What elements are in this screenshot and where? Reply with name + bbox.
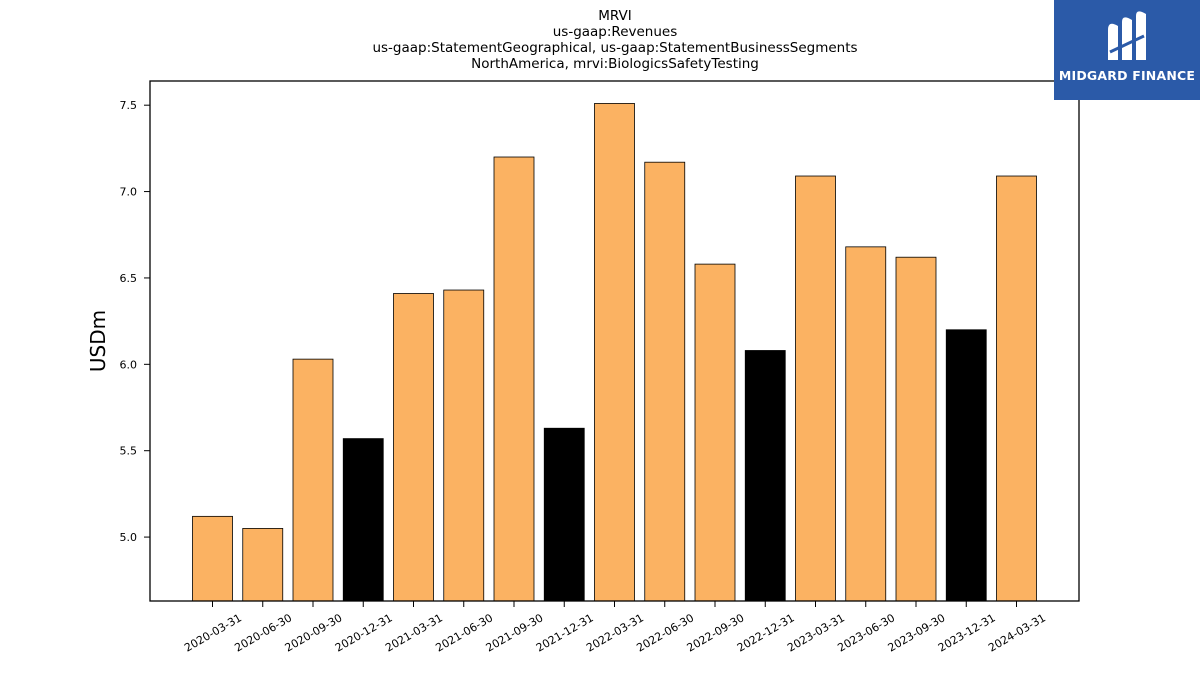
bar	[292, 358, 334, 602]
y-tick-label: 6.0	[120, 358, 138, 371]
bar	[845, 246, 887, 602]
bar	[694, 263, 736, 602]
y-tick-label: 5.0	[120, 531, 138, 544]
bar	[543, 427, 585, 602]
bar	[342, 438, 384, 602]
bar	[795, 175, 836, 602]
bar	[443, 289, 485, 602]
bar	[644, 161, 686, 602]
bar	[744, 350, 786, 602]
bar	[192, 515, 233, 602]
x-tick-label: 2024-03-31	[986, 611, 1048, 654]
bar	[493, 156, 535, 602]
chart-title: MRVIus-gaap:Revenuesus-gaap:StatementGeo…	[372, 8, 857, 72]
y-axis: 5.0 5.5 6.0 6.5 7.0 7.5	[120, 99, 150, 544]
bar	[242, 528, 284, 602]
x-axis: 2020-03-312020-06-302020-09-302020-12-31…	[182, 601, 1048, 655]
bar	[895, 256, 937, 602]
title-line: MRVI	[598, 8, 632, 24]
bar	[393, 293, 434, 602]
bar	[996, 175, 1037, 602]
y-tick-label: 5.5	[120, 445, 138, 458]
bars	[192, 103, 1037, 602]
midgard-m-icon	[1108, 11, 1146, 60]
bar	[945, 329, 987, 602]
title-line: us-gaap:Revenues	[553, 24, 678, 40]
logo-text: MIDGARD FINANCE	[1058, 68, 1196, 83]
midgard-finance-logo: MIDGARD FINANCE	[1054, 0, 1200, 100]
title-line: us-gaap:StatementGeographical, us-gaap:S…	[372, 40, 857, 56]
bar	[594, 103, 635, 602]
y-axis-label: USDm	[86, 310, 110, 372]
y-tick-label: 6.5	[120, 272, 138, 285]
y-tick-label: 7.5	[120, 99, 138, 112]
title-line: NorthAmerica, mrvi:BiologicsSafetyTestin…	[471, 56, 759, 72]
y-tick-label: 7.0	[120, 186, 138, 199]
